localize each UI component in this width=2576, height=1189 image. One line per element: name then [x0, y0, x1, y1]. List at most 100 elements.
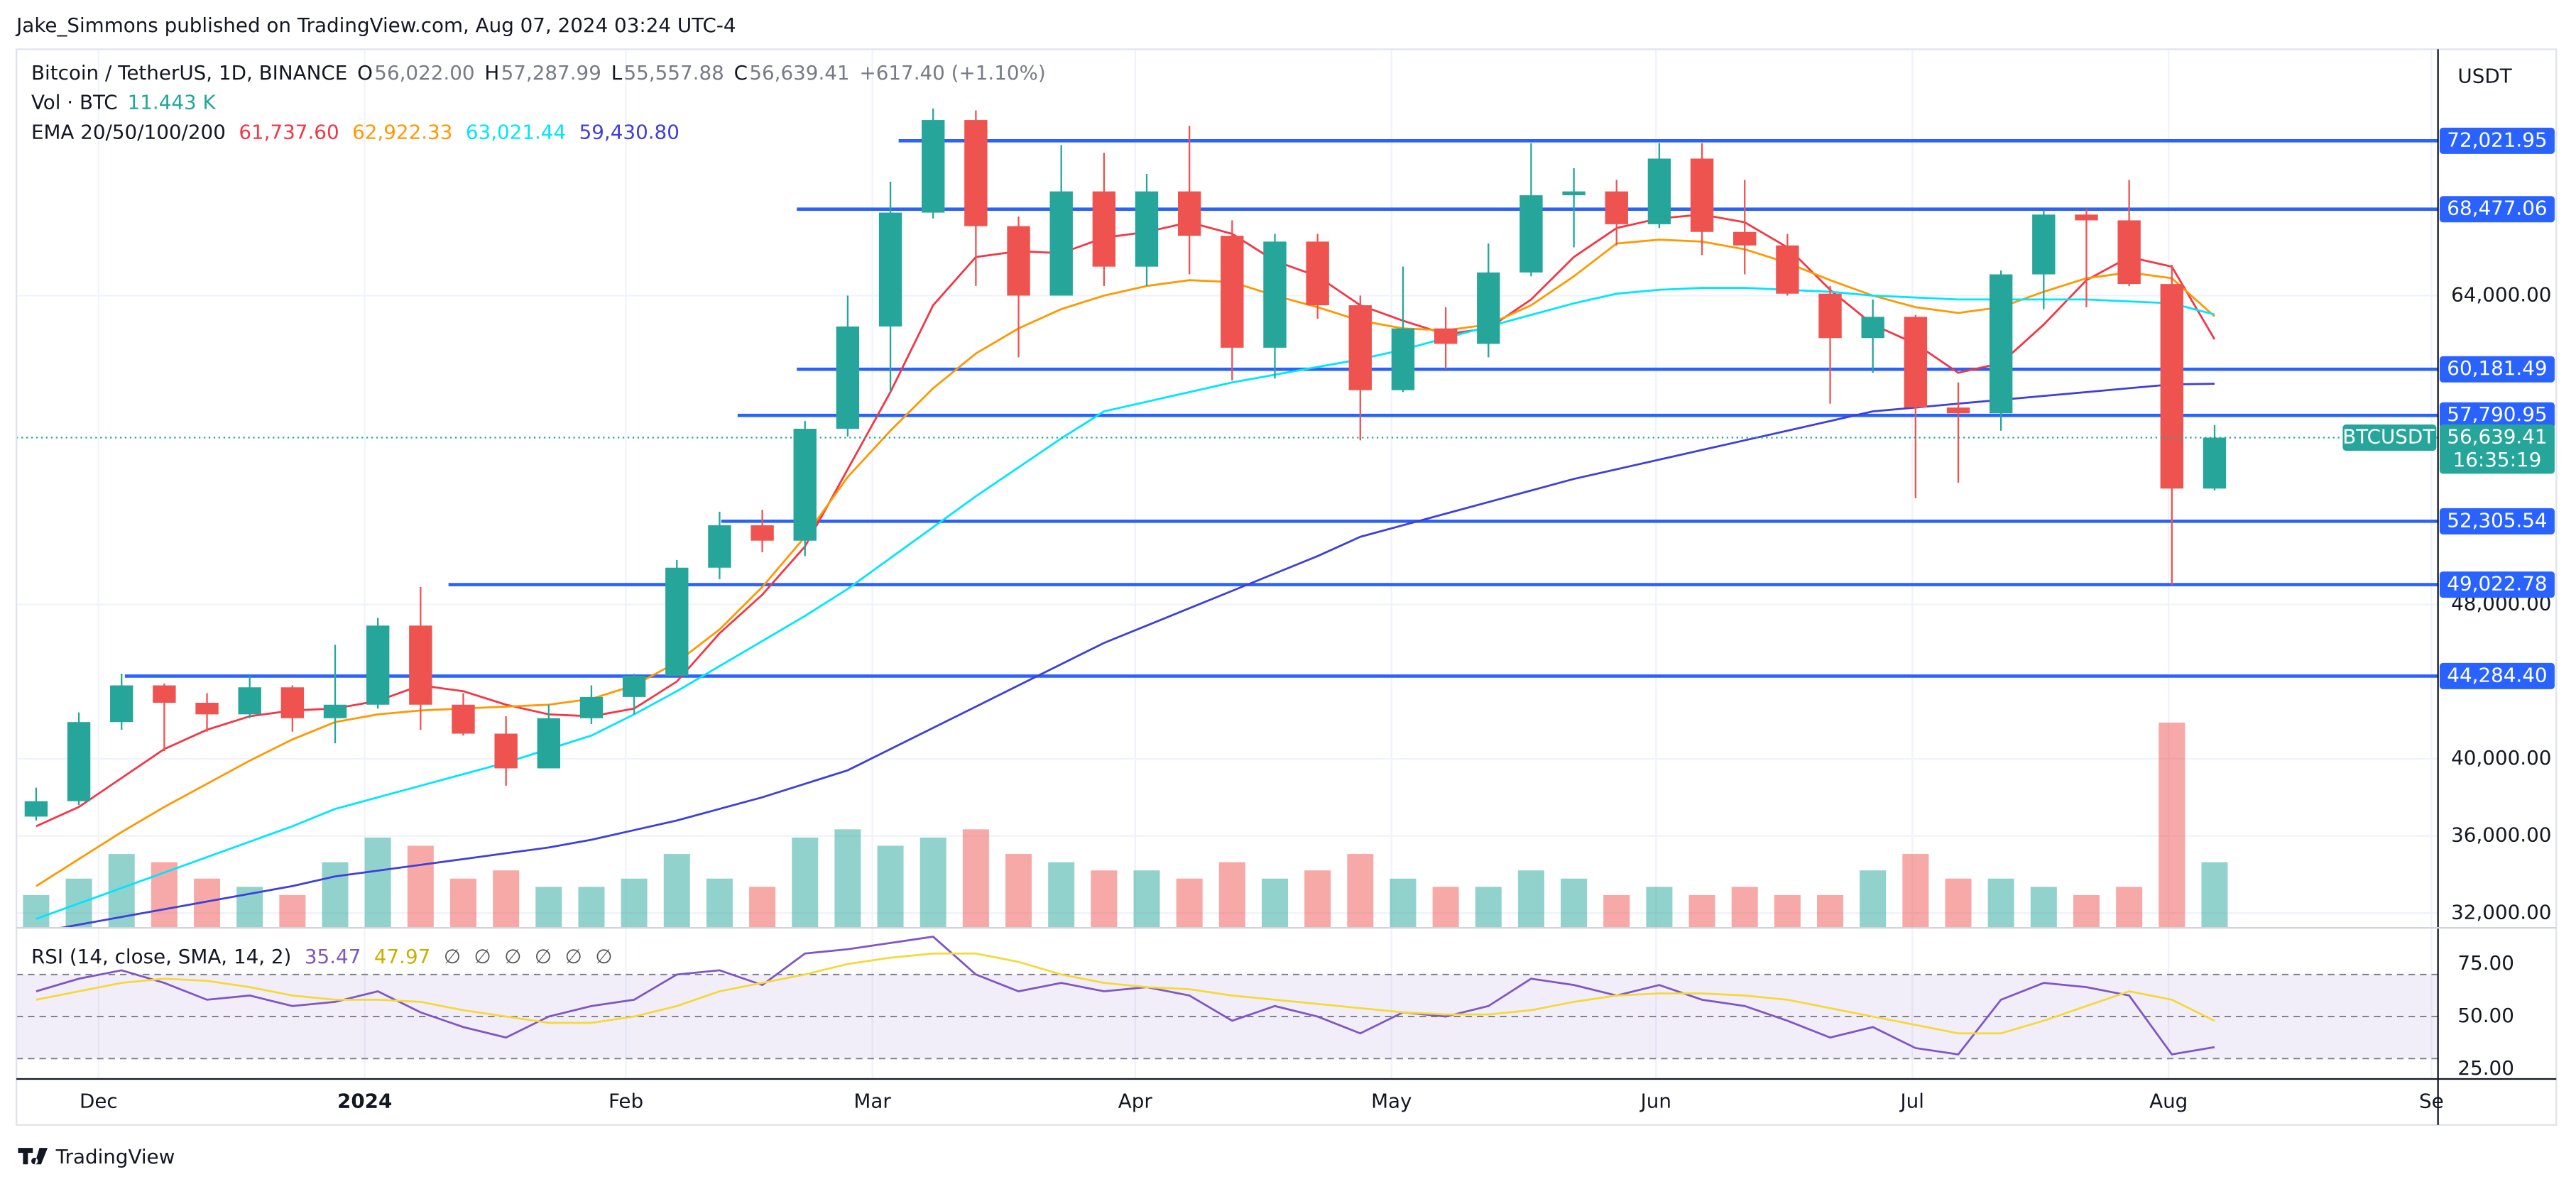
volume-bar [578, 887, 605, 928]
candle-body [1007, 226, 1030, 296]
legend-row: Bitcoin / TetherUS, 1D, BINANCE O 56,022.0… [31, 61, 1046, 84]
volume-bar [1561, 878, 1588, 928]
legend-entry: 62,922.33 [352, 120, 452, 143]
candle-body [2160, 284, 2184, 489]
ohlc-value: 56,639.41 [749, 61, 849, 84]
volume-bar [663, 854, 690, 928]
na-mark: ∅ [595, 945, 612, 968]
na-mark: ∅ [535, 945, 552, 968]
candle-body [793, 429, 817, 541]
level-label: 72,021.95 [2447, 128, 2547, 151]
candle-body [1733, 231, 1757, 246]
rsi-line [36, 936, 2215, 1056]
candle-body [1263, 241, 1287, 348]
chart-title: Bitcoin / TetherUS, 1D, BINANCE [31, 61, 347, 84]
candle-body [1049, 191, 1073, 296]
volume-bar [407, 845, 434, 928]
candle-body [878, 212, 902, 327]
volume-bar [919, 837, 946, 928]
volume-bar [1261, 878, 1288, 928]
candle-body [1904, 317, 1928, 408]
ema-line [55, 383, 2215, 928]
x-tick-label: Mar [853, 1089, 891, 1112]
candle-body [1092, 191, 1116, 267]
volume-bar [621, 878, 648, 928]
candle-body [409, 625, 432, 705]
rsi-tick-label: 75.00 [2457, 951, 2514, 975]
volume-bar [1091, 870, 1118, 928]
candle-body [1306, 241, 1329, 306]
logo-icon [18, 1148, 48, 1165]
level-label: 57,790.95 [2447, 402, 2547, 426]
candle-body [2075, 214, 2098, 221]
level-tag [2439, 662, 2555, 689]
ema-label: EMA 20/50/100/200 [31, 120, 226, 143]
legend-entry: 35.47 [305, 945, 361, 968]
y-tick-label: 32,000.00 [2451, 900, 2551, 924]
rsi-tick-label: 25.00 [2457, 1056, 2514, 1080]
volume-bar [1945, 878, 1972, 928]
candle-body [836, 326, 860, 429]
x-tick-label: Jun [1639, 1089, 1671, 1112]
volume-bar [1902, 854, 1929, 928]
na-mark: ∅ [444, 945, 461, 968]
candle-body [67, 722, 91, 801]
rsi-tick-label: 50.00 [2457, 1004, 2514, 1027]
currency: USDT [2457, 65, 2512, 88]
volume-bar [2201, 862, 2228, 928]
volume-bar [1860, 870, 1887, 928]
level-tag [2439, 571, 2555, 598]
last-price-tag [2439, 424, 2555, 474]
candle-body [494, 733, 518, 769]
candle-body [2117, 220, 2141, 285]
publish-note: Jake_Simmons published on TradingView.co… [15, 13, 736, 37]
legend-entry: 47.97 [374, 945, 430, 968]
ema-line [36, 239, 2215, 887]
level-label: 49,022.78 [2447, 572, 2547, 596]
logo: TradingView [18, 1145, 175, 1168]
volume-bar [1475, 887, 1502, 928]
ema-line [36, 213, 2216, 828]
candle-body [153, 685, 176, 703]
ohlc-key: H [484, 61, 499, 84]
candle-body [1861, 317, 1884, 339]
x-tick-label: 2024 [337, 1089, 392, 1112]
volume-label: Vol · BTC [31, 91, 118, 114]
candle-body [1818, 293, 1842, 339]
x-tick-label: Aug [2149, 1089, 2188, 1112]
volume-bar [364, 837, 391, 928]
volume-bar [535, 887, 562, 928]
volume-bar [2116, 887, 2143, 928]
level-label: 68,477.06 [2447, 197, 2547, 220]
candle-body [665, 567, 689, 676]
volume-bar [1603, 894, 1630, 928]
candle-body [1135, 191, 1159, 267]
volume-bar [1048, 862, 1075, 928]
candle-body [579, 696, 604, 718]
ohlc-key: C [734, 61, 748, 84]
symbol-label: BTCUSDT [2342, 425, 2435, 449]
symbol-tag [2342, 424, 2437, 451]
ema-line [36, 287, 2215, 920]
ohlc-key: L [611, 61, 623, 84]
candle-body [24, 801, 48, 817]
volume-bar [792, 837, 819, 928]
candle-body [452, 704, 475, 734]
volume-bar [2030, 887, 2057, 928]
rsi-line [36, 952, 2215, 1035]
frame [15, 48, 2558, 1126]
candle-body [1605, 191, 1628, 224]
level-label: 44,284.40 [2447, 663, 2547, 686]
candle-body [1647, 158, 1671, 224]
candle-body [1391, 328, 1415, 390]
logo-text: TradingView [55, 1145, 175, 1168]
legend-row: RSI (14, close, SMA, 14, 2) 35.47 47.97 ∅ ∅ ∅… [31, 945, 613, 968]
x-tick-label: Dec [80, 1089, 118, 1112]
ohlc-key: O [357, 61, 373, 84]
volume-bar [1304, 870, 1331, 928]
volume-bar [1774, 894, 1801, 928]
volume-bar [1688, 894, 1715, 928]
candle-body [238, 687, 261, 715]
volume-bar [1817, 894, 1844, 928]
